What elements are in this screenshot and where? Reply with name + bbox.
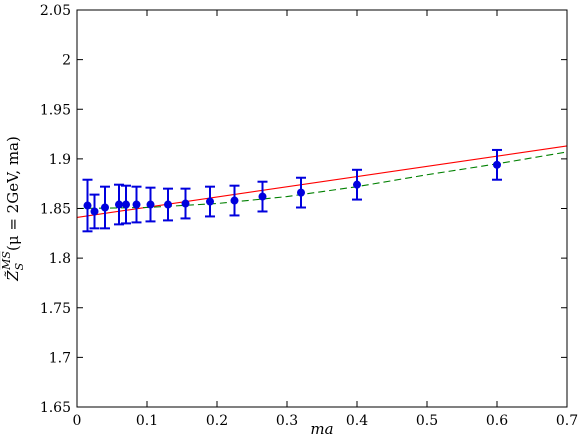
data-point (205, 185, 215, 218)
data-marker (493, 160, 501, 169)
y-tick-label: 1.7 (49, 350, 71, 366)
data-point (296, 176, 306, 209)
y-tick-label: 1.85 (40, 202, 71, 218)
data-marker (297, 188, 305, 197)
x-tick-label: 0 (73, 413, 82, 429)
data-marker (115, 200, 123, 209)
data-point (352, 168, 362, 201)
data-point (82, 178, 93, 233)
y-tick-label: 2 (62, 53, 71, 69)
data-marker (258, 192, 267, 201)
x-axis-ticks: 0 0.1 0.2 0.3 0.4 0.5 0.6 0.7 (73, 10, 578, 429)
data-marker (181, 199, 190, 208)
x-tick-label: 0.6 (486, 413, 508, 429)
x-tick-label: 0.7 (556, 413, 578, 429)
data-point (229, 184, 240, 217)
y-tick-label: 1.65 (40, 400, 71, 416)
x-tick-label: 0.2 (206, 413, 228, 429)
x-axis-label: ma (310, 420, 333, 436)
y-axis-label: Z̃SMS(μ = 2GeV, ma) (0, 136, 26, 282)
data-point (100, 185, 110, 230)
data-marker (353, 180, 361, 189)
x-tick-label: 0.3 (276, 413, 298, 429)
y-label-subscript: S (13, 262, 26, 270)
data-marker (122, 200, 130, 209)
data-marker (83, 201, 92, 210)
fit-curves (76, 145, 568, 218)
y-label-tail: (μ = 2GeV, ma) (4, 136, 22, 251)
data-points (82, 148, 502, 233)
data-marker (164, 200, 172, 209)
y-axis-ticks: 1.65 1.7 1.75 1.8 1.85 1.9 1.95 2 2.05 (40, 3, 567, 416)
data-point (180, 187, 191, 220)
y-tick-label: 2.05 (40, 3, 71, 19)
y-tick-label: 1.9 (49, 152, 71, 168)
data-point (145, 186, 156, 223)
x-tick-label: 0.1 (136, 413, 158, 429)
data-marker (132, 200, 141, 209)
data-marker (230, 196, 239, 205)
y-tick-label: 1.95 (40, 102, 71, 118)
y-tick-label: 1.75 (40, 301, 71, 317)
y-label-base: Z̃ (4, 270, 22, 282)
data-point (131, 185, 142, 224)
x-tick-label: 0.5 (416, 413, 438, 429)
data-point (492, 148, 502, 181)
data-marker (101, 203, 109, 212)
x-tick-label: 0.4 (346, 413, 368, 429)
data-point (121, 184, 131, 225)
data-point (89, 193, 100, 230)
data-point (257, 180, 268, 213)
y-tick-label: 1.8 (49, 251, 71, 267)
data-marker (90, 207, 99, 216)
y-label-superscript: MS (0, 251, 13, 271)
data-marker (146, 200, 155, 209)
data-point (163, 187, 173, 222)
dashed-fit-line (76, 151, 568, 210)
solid-fit-line (76, 145, 568, 218)
data-marker (206, 197, 214, 206)
